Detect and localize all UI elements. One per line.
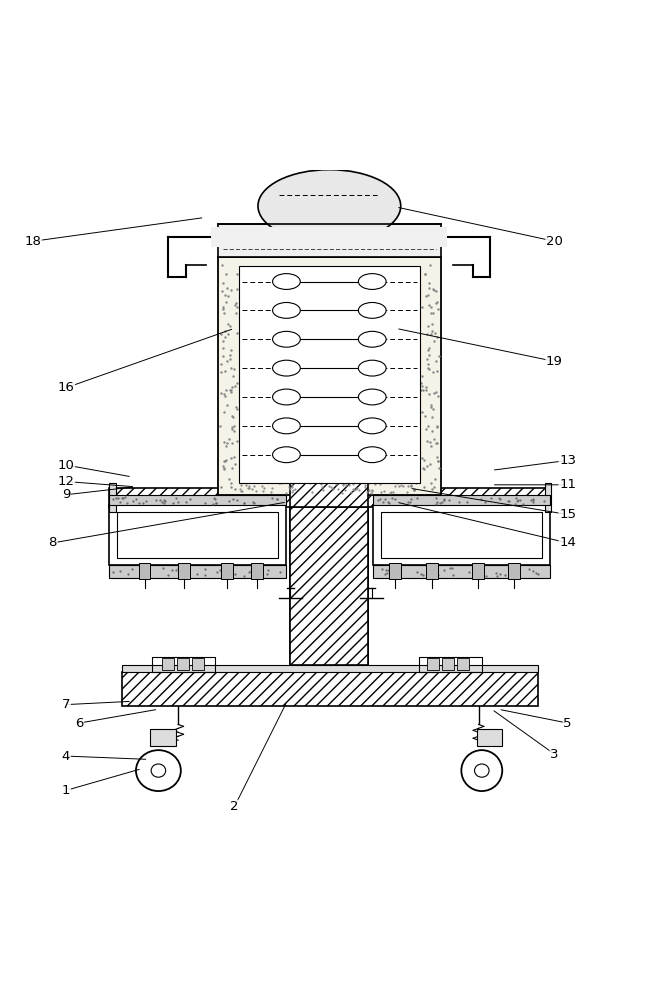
Text: 13: 13 [559, 454, 576, 467]
Bar [427, 658, 439, 670]
Bar [373, 505, 550, 565]
Bar [373, 565, 550, 578]
Ellipse shape [475, 764, 489, 777]
Bar [389, 563, 401, 579]
Bar [218, 257, 441, 495]
Bar [290, 480, 368, 507]
Text: 14: 14 [559, 536, 576, 549]
Bar [109, 505, 286, 565]
Bar [177, 658, 189, 670]
Bar [373, 495, 550, 505]
Bar [290, 480, 368, 665]
Text: 19: 19 [546, 355, 563, 368]
Bar [109, 488, 551, 507]
Ellipse shape [273, 389, 300, 405]
Ellipse shape [358, 447, 386, 463]
Text: 9: 9 [62, 488, 70, 501]
Bar [109, 565, 286, 578]
Text: 7: 7 [62, 698, 70, 711]
Text: 11: 11 [559, 478, 576, 491]
Text: 12: 12 [57, 475, 75, 488]
Bar [426, 563, 438, 579]
Bar [239, 266, 420, 483]
Bar [178, 563, 190, 579]
Bar [109, 495, 286, 505]
Text: 18: 18 [24, 235, 42, 248]
Ellipse shape [151, 764, 166, 777]
Text: 4: 4 [62, 750, 70, 763]
Ellipse shape [461, 750, 502, 791]
Bar [251, 563, 263, 579]
Ellipse shape [273, 274, 300, 289]
Text: 20: 20 [546, 235, 563, 248]
Ellipse shape [358, 389, 386, 405]
Text: 3: 3 [550, 748, 558, 761]
Bar [544, 483, 551, 512]
Text: 8: 8 [49, 536, 57, 549]
Bar [109, 483, 116, 512]
Bar [162, 658, 174, 670]
Bar [290, 475, 368, 665]
Ellipse shape [273, 302, 300, 318]
Text: 10: 10 [57, 459, 75, 472]
Bar [117, 512, 278, 558]
Text: 5: 5 [564, 717, 572, 730]
Bar [185, 224, 474, 508]
Ellipse shape [358, 302, 386, 318]
Text: 1: 1 [62, 784, 70, 797]
Ellipse shape [136, 750, 181, 791]
Text: 2: 2 [230, 800, 238, 813]
Bar [150, 729, 176, 746]
Bar [457, 658, 469, 670]
Ellipse shape [358, 331, 386, 347]
Ellipse shape [273, 360, 300, 376]
Ellipse shape [358, 360, 386, 376]
Bar [122, 665, 538, 672]
Bar [139, 563, 150, 579]
Bar [122, 672, 538, 706]
Text: 15: 15 [559, 508, 576, 521]
Bar [477, 729, 502, 746]
Bar [211, 227, 447, 247]
Bar [442, 658, 454, 670]
Bar [221, 563, 233, 579]
Bar [290, 433, 368, 578]
Ellipse shape [273, 447, 300, 463]
Bar [472, 563, 484, 579]
Bar [152, 657, 214, 672]
Bar [508, 563, 520, 579]
Text: 16: 16 [57, 381, 75, 394]
Text: 6: 6 [75, 717, 83, 730]
Bar [192, 658, 204, 670]
Ellipse shape [358, 274, 386, 289]
Bar [297, 488, 362, 495]
Bar [419, 657, 482, 672]
Ellipse shape [273, 331, 300, 347]
Bar [218, 224, 441, 257]
Ellipse shape [273, 418, 300, 434]
Ellipse shape [258, 170, 401, 242]
Bar [381, 512, 542, 558]
Ellipse shape [358, 418, 386, 434]
